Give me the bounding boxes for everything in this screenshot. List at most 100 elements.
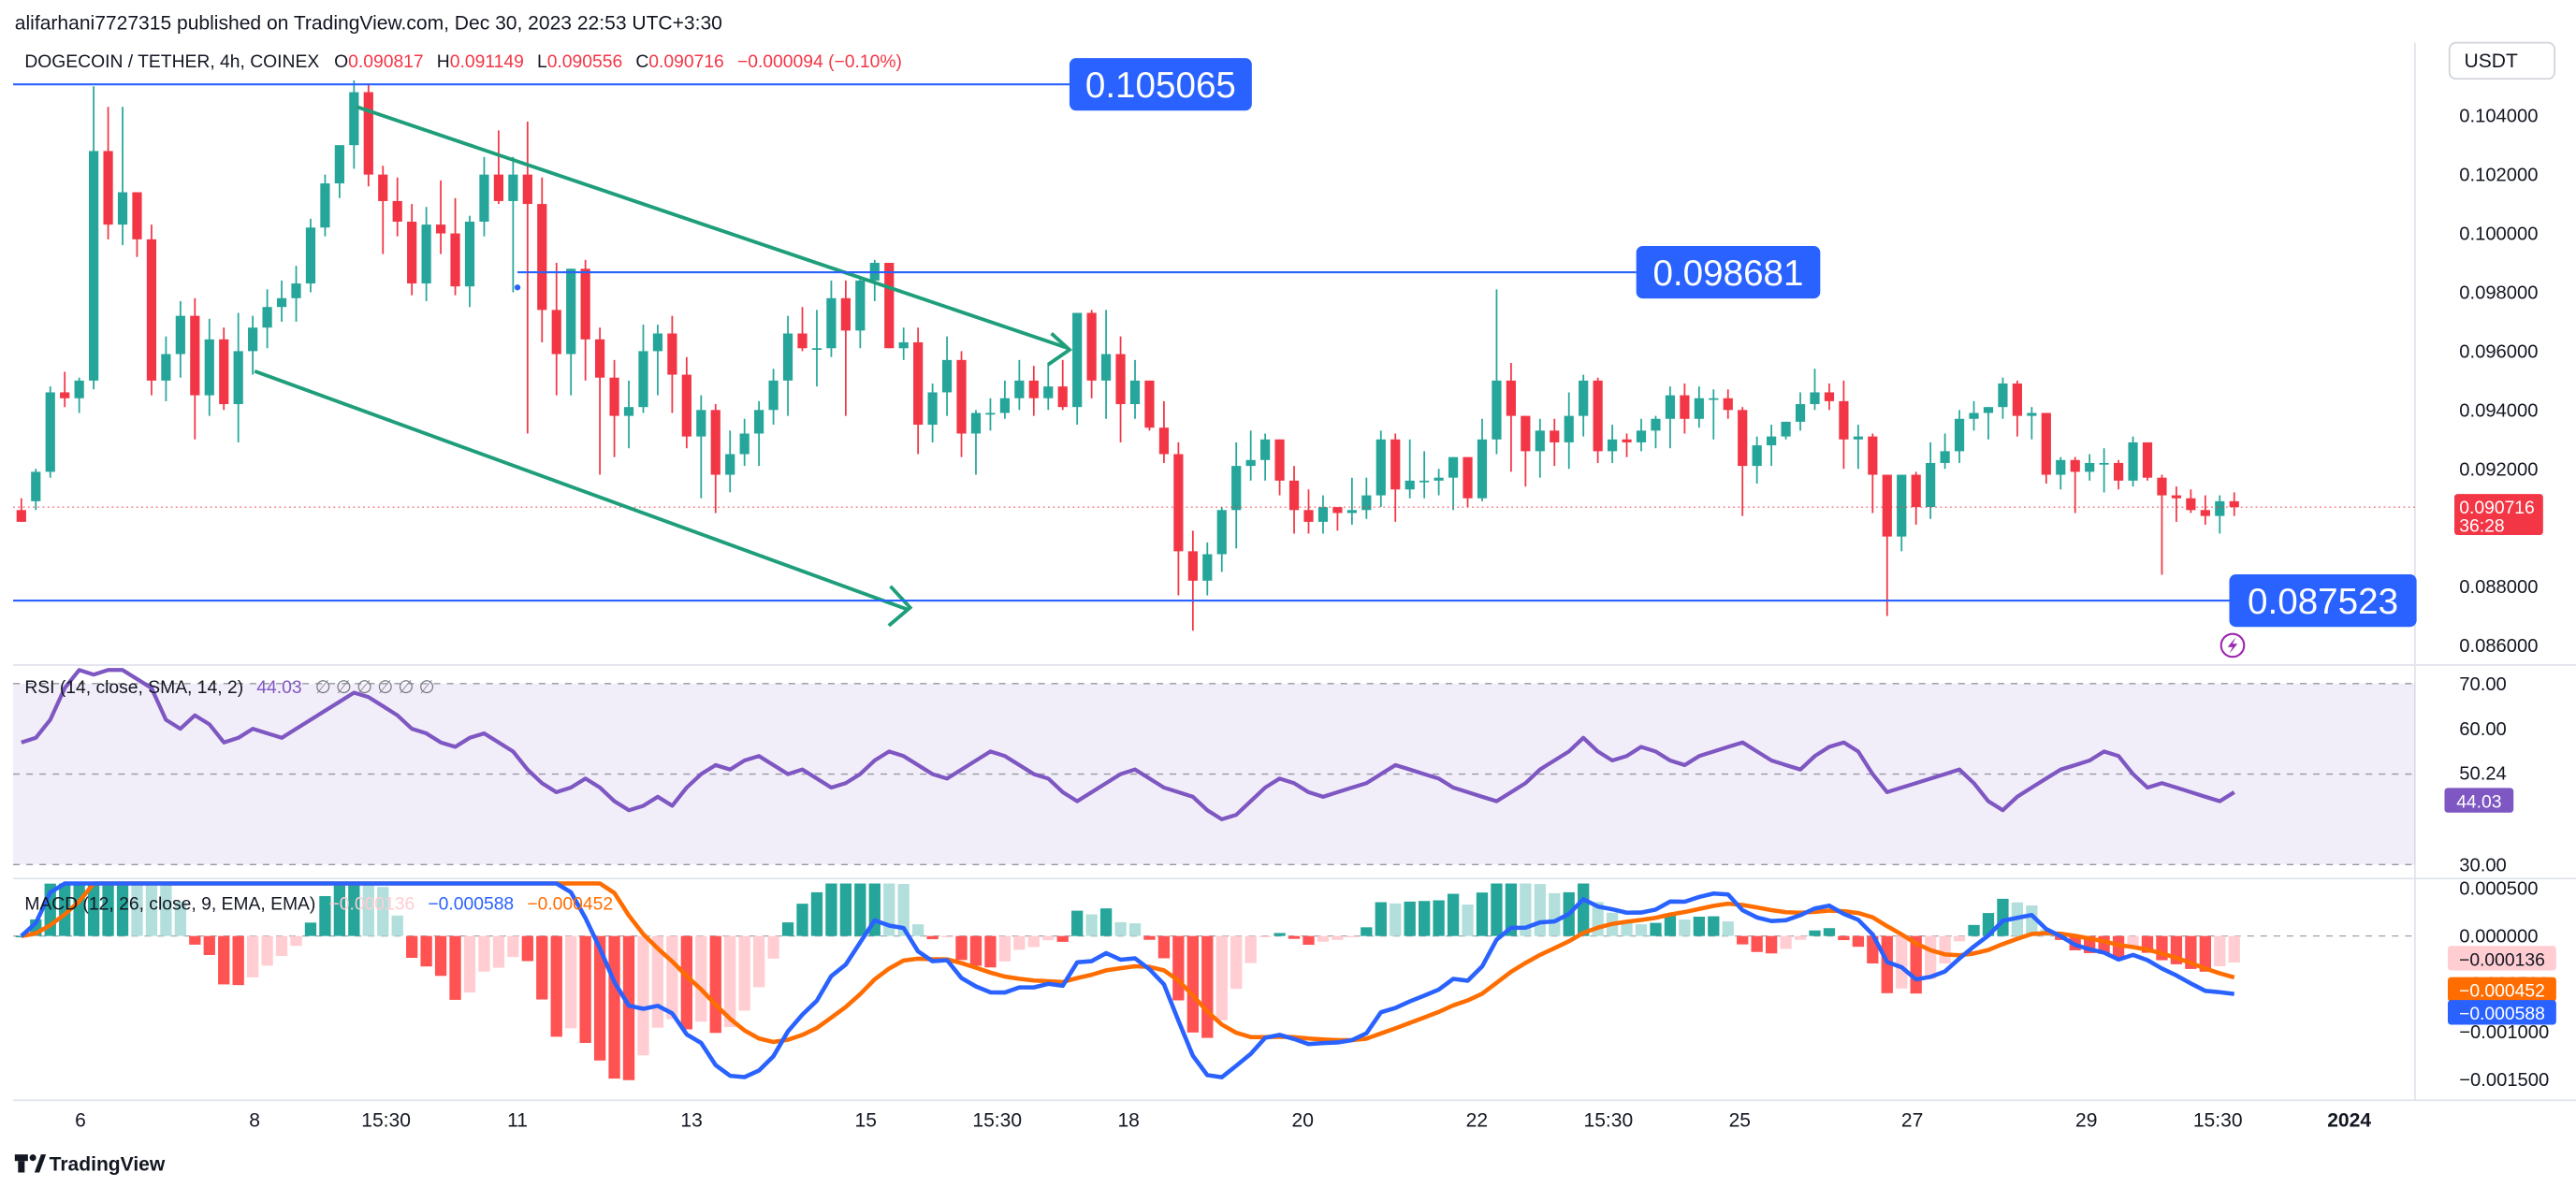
- macd-hist-bar: [420, 935, 432, 967]
- time-tick-label: 15: [855, 1109, 877, 1131]
- macd-tick-label: 0.000000: [2459, 927, 2538, 948]
- candle-body: [1317, 507, 1329, 522]
- candle-body: [999, 398, 1011, 413]
- currency-button[interactable]: USDT: [2448, 41, 2555, 80]
- macd-hist-bar: [218, 935, 230, 985]
- macd-hist-bar: [1520, 883, 1532, 936]
- level-label: 0.087523: [2248, 582, 2398, 622]
- candle-body: [378, 174, 388, 201]
- candle-body: [2215, 500, 2225, 516]
- candle-body: [1129, 380, 1141, 405]
- level-anchor-dot: [514, 284, 521, 291]
- candle-body: [204, 339, 214, 396]
- macd-hist-bar: [2026, 905, 2038, 936]
- price-tick-label: 0.094000: [2459, 400, 2538, 421]
- candle-body: [1216, 510, 1227, 555]
- macd-hist-value: −0.000136: [328, 895, 415, 915]
- candle-body: [696, 410, 706, 437]
- macd-hist-bar: [1852, 935, 1865, 948]
- macd-hist-bar: [1404, 901, 1416, 936]
- candle-body: [2113, 462, 2124, 481]
- macd-hist-bar: [507, 935, 519, 958]
- macd-hist-bar: [1939, 935, 1951, 964]
- candle-body: [1448, 456, 1459, 478]
- rsi-na-values: ∅ ∅ ∅ ∅ ∅ ∅: [315, 678, 435, 698]
- macd-hist-bar: [666, 935, 678, 1020]
- level-label-box[interactable]: [1069, 58, 1252, 111]
- candle-body: [1926, 462, 1936, 508]
- macd-hist-bar: [1042, 935, 1055, 941]
- rsi-title: RSI (14, close, SMA, 14, 2): [24, 678, 243, 698]
- candle-body: [840, 297, 851, 331]
- candle-body: [2041, 413, 2051, 475]
- candle-body: [913, 341, 924, 426]
- upper-trendline[interactable]: [356, 105, 1069, 351]
- macd-hist-bar: [637, 935, 649, 1056]
- candle-body: [1434, 477, 1444, 481]
- candle-body: [1795, 404, 1806, 422]
- lower-trendline[interactable]: [254, 369, 908, 612]
- candle-body: [2229, 500, 2239, 508]
- candle-body: [1810, 392, 1820, 405]
- time-tick-label: 27: [1901, 1109, 1923, 1131]
- macd-hist-bar: [1708, 916, 1720, 936]
- macd-signal-tag: [2447, 977, 2556, 1002]
- level-label-box[interactable]: [1636, 245, 1821, 299]
- macd-hist-bar: [1578, 883, 1590, 936]
- macd-hist-bar: [232, 935, 244, 986]
- macd-hist-bar: [1013, 935, 1026, 950]
- candle-body: [161, 354, 171, 381]
- candle-body: [1492, 380, 1502, 440]
- candle-body: [16, 510, 26, 522]
- candle-body: [898, 341, 909, 349]
- alert-flash-icon[interactable]: [2219, 632, 2246, 659]
- macd-hist-bar: [1143, 935, 1156, 940]
- candle-body: [219, 339, 229, 405]
- macd-hist-bar: [781, 922, 794, 936]
- candle-body: [479, 174, 489, 222]
- candle-body: [1521, 415, 1531, 452]
- macd-hist-bar: [1679, 919, 1691, 936]
- macd-hist-bar: [622, 935, 635, 1080]
- price-grid: [13, 42, 2576, 1102]
- candle-body: [1361, 495, 1372, 511]
- macd-hist-bar: [1128, 923, 1142, 936]
- candle-body: [638, 351, 648, 408]
- macd-hist-bar: [1071, 910, 1084, 936]
- candle-body: [985, 413, 996, 415]
- candle-body: [1998, 384, 2008, 408]
- macd-hist-bar: [969, 935, 982, 966]
- macd-hist-bar: [1230, 935, 1243, 990]
- macd-hist-bar: [1621, 921, 1633, 936]
- macd-signal-value: −0.000452: [527, 895, 613, 915]
- level-label: 0.105065: [1085, 65, 1236, 106]
- brand-name: TradingView: [50, 1154, 166, 1176]
- candle-body: [1390, 439, 1401, 490]
- macd-hist-bar: [1462, 905, 1474, 936]
- candle-body: [320, 183, 330, 228]
- candle-body: [2056, 459, 2066, 475]
- macd-hist-bar: [246, 935, 259, 977]
- macd-hist-bar: [131, 883, 143, 936]
- macd-hist-bar: [362, 883, 374, 936]
- candle-body: [1028, 380, 1039, 398]
- macd-hist-bar: [1288, 935, 1301, 939]
- macd-hist-bar: [1085, 914, 1098, 936]
- candle-body: [1274, 439, 1285, 481]
- macd-hist-bar: [463, 935, 476, 993]
- macd-hist-bar: [1375, 902, 1387, 936]
- macd-hist-bar: [1722, 921, 1734, 936]
- macd-hist-bar: [1809, 930, 1821, 936]
- horizontal-levels: 0.105065 0.098681 0.087523: [13, 58, 2417, 628]
- macd-hist-bar: [261, 935, 273, 966]
- macd-hist-bar: [536, 935, 548, 1000]
- candle-body: [493, 174, 504, 201]
- macd-hist-bar: [1953, 935, 1966, 942]
- level-label-box[interactable]: [2229, 574, 2417, 628]
- candle-body: [782, 333, 793, 381]
- time-tick-label: 15:30: [1583, 1109, 1633, 1131]
- macd-hist-bar: [1881, 935, 1893, 993]
- candle-body: [941, 359, 953, 393]
- candle-body: [970, 413, 982, 434]
- candle-body: [1723, 398, 1733, 411]
